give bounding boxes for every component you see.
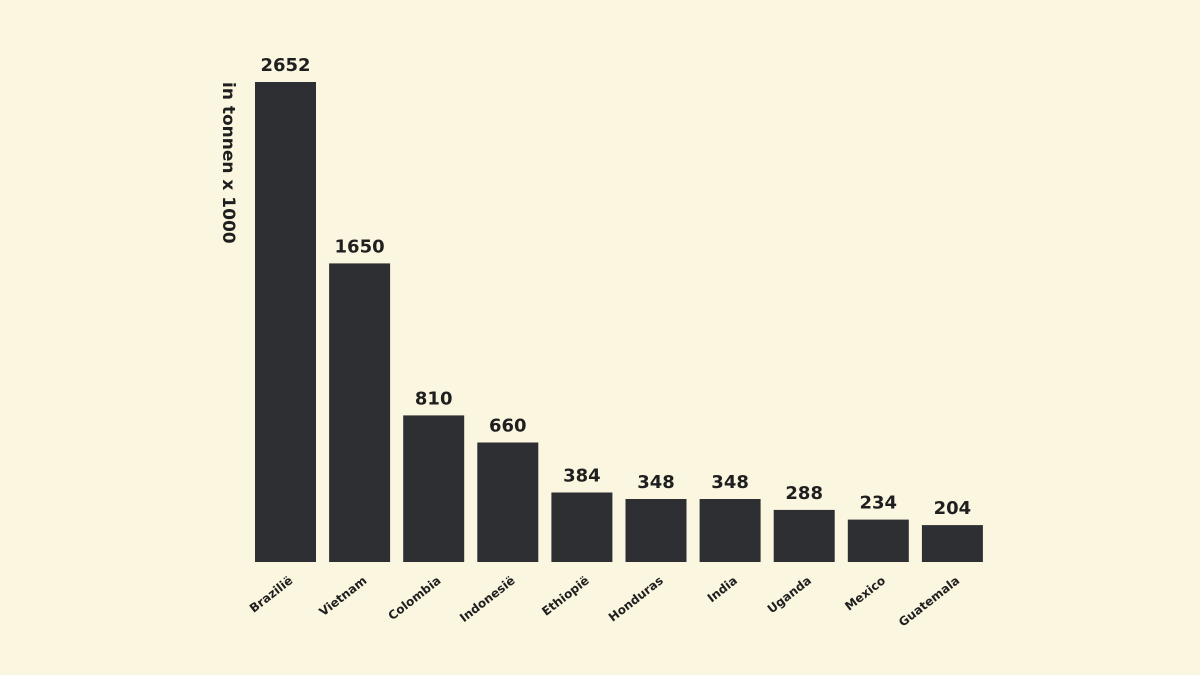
bar-4 bbox=[551, 492, 613, 562]
tick-label-3: Indonesië bbox=[457, 573, 518, 625]
value-label-5: 348 bbox=[637, 472, 675, 493]
value-label-1: 1650 bbox=[335, 236, 385, 257]
tick-label-0: Brazilië bbox=[247, 573, 296, 615]
tick-label-8: Mexico bbox=[842, 573, 888, 613]
value-labels-layer: 2652 1650 810 660 384 348 348 288 234 204 bbox=[260, 55, 971, 519]
tick-labels-layer: Brazilië Vietnam Colombia Indonesië Ethiopië… bbox=[247, 573, 962, 629]
bar-9 bbox=[921, 525, 983, 562]
value-label-6: 348 bbox=[711, 472, 749, 493]
value-label-7: 288 bbox=[785, 483, 823, 504]
value-label-3: 660 bbox=[489, 416, 527, 437]
tick-label-2: Colombia bbox=[386, 573, 444, 623]
value-label-0: 2652 bbox=[260, 55, 310, 76]
tick-label-4: Ethiopië bbox=[539, 573, 592, 618]
bar-3 bbox=[477, 442, 539, 562]
value-label-8: 234 bbox=[860, 493, 898, 514]
value-label-4: 384 bbox=[563, 466, 601, 487]
bar-8 bbox=[847, 519, 909, 562]
bars-layer bbox=[255, 82, 983, 562]
bar-6 bbox=[699, 499, 761, 562]
value-label-2: 810 bbox=[415, 388, 453, 409]
tick-label-6: India bbox=[705, 573, 740, 605]
bar-2 bbox=[403, 415, 465, 562]
tick-label-9: Guatemala bbox=[896, 573, 962, 629]
bar-5 bbox=[625, 499, 687, 562]
value-label-9: 204 bbox=[934, 498, 972, 519]
y-axis-title: in tonnen x 1000 bbox=[218, 82, 238, 244]
bar-7 bbox=[773, 509, 835, 562]
tick-label-7: Uganda bbox=[765, 573, 814, 616]
bar-0 bbox=[255, 82, 316, 562]
bar-1 bbox=[329, 263, 391, 562]
tick-label-1: Vietnam bbox=[317, 573, 370, 619]
tick-label-5: Honduras bbox=[606, 573, 666, 624]
